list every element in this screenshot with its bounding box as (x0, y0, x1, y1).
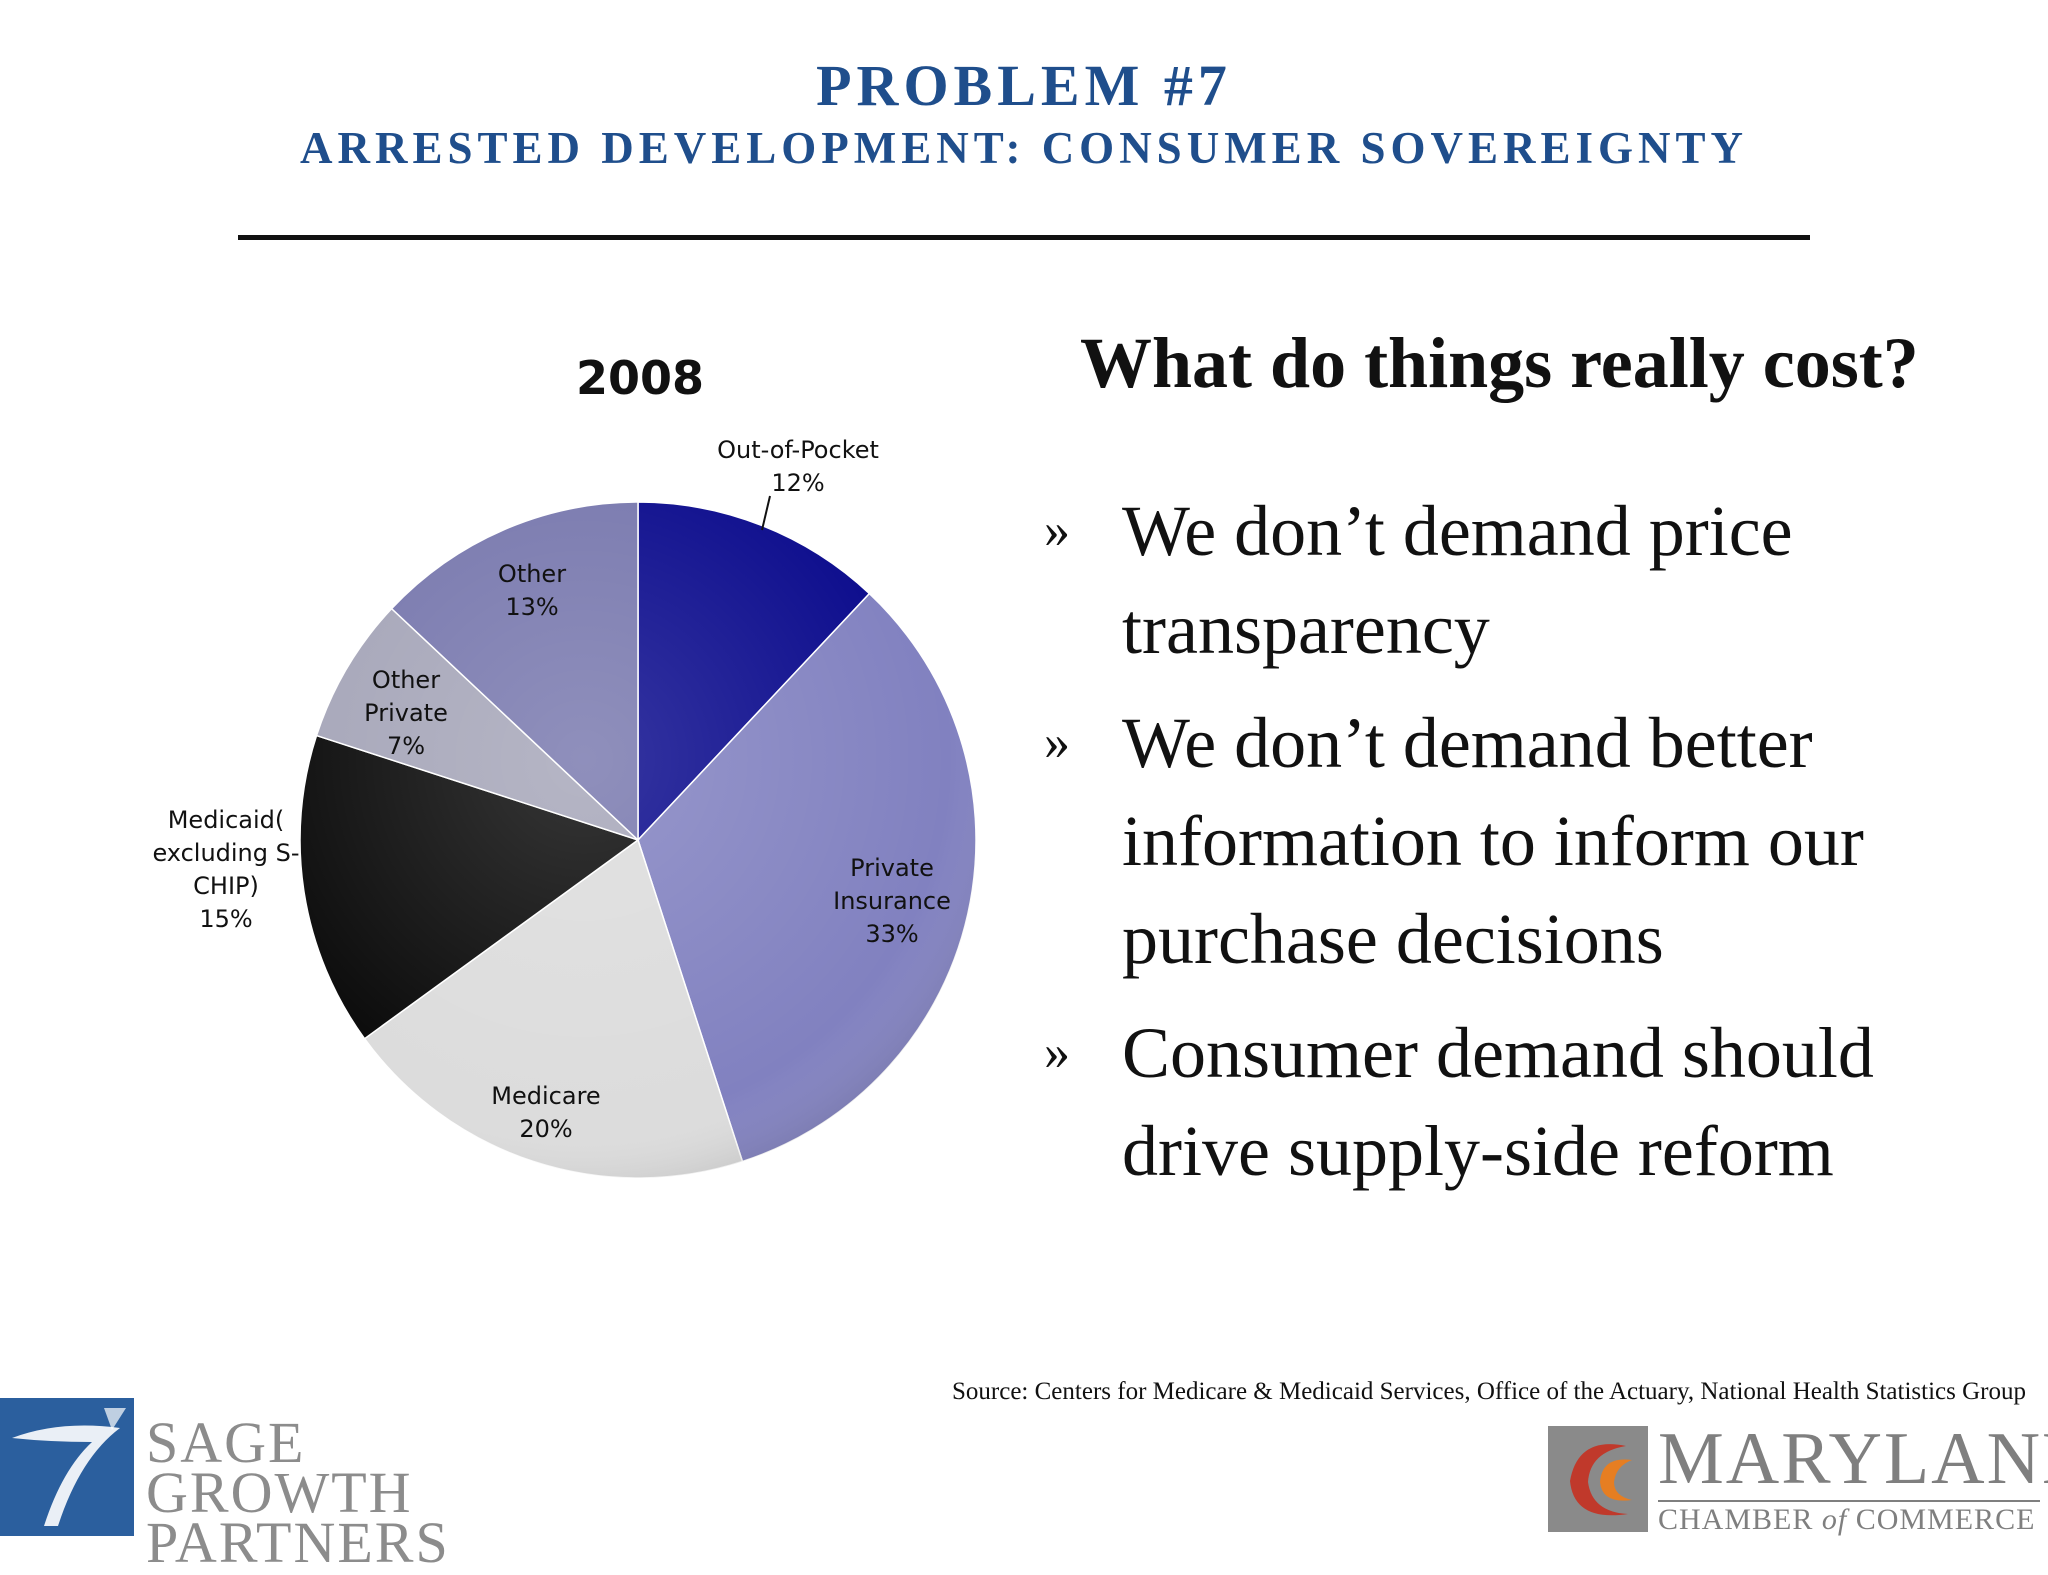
chart-title: 2008 (576, 351, 704, 405)
question-heading: What do things really cost? (1080, 323, 1919, 403)
maryland-chamber-logo: MARYLAND CHAMBER of COMMERCE (1548, 1422, 2048, 1536)
pie-label-other: Other 13% (498, 560, 566, 621)
sage-growth-partners-logo: SAGE GROWTH PARTNERS (0, 1398, 550, 1572)
bullet-text: Consumer demand should drive supply-side… (1122, 1013, 1874, 1191)
bullet-marker-icon: » (1044, 1024, 1070, 1081)
pie-label-private-insurance: Private Insurance 33% (833, 854, 951, 948)
slide-subtitle: ARRESTED DEVELOPMENT: CONSUMER SOVEREIGN… (299, 123, 1749, 173)
pie-label-medicare: Medicare 20% (491, 1082, 600, 1143)
pie-label-medicaid-excluding-s-chip: Medicaid(excluding S-CHIP) 15% (152, 806, 299, 933)
slide-title: PROBLEM #7 (816, 53, 1232, 118)
bullet-list: » We don’t demand price transparency » W… (1040, 482, 2000, 1216)
pie-label-other-private: Other Private 7% (364, 666, 448, 760)
out-of-pocket-leader-line (761, 495, 771, 531)
bullet-item: » Consumer demand should drive supply-si… (1040, 1004, 2000, 1200)
pie-chart: 2008 Out-of-Pocket 12% Private Insurance 33%… (152, 351, 977, 1179)
chamber-of-commerce-wordmark: CHAMBER of COMMERCE (1658, 1503, 2036, 1536)
pie-label-out-of-pocket: Out-of-Pocket 12% (717, 436, 879, 497)
bullet-text: We don’t demand price transparency (1122, 491, 1793, 669)
sage-growth-mark-icon (0, 1398, 134, 1536)
maryland-logo-divider (1658, 1500, 2040, 1502)
source-note: Source: Centers for Medicare & Medicaid … (952, 1378, 2026, 1405)
bullet-text: We don’t demand better information to in… (1122, 703, 1864, 979)
title-divider (238, 235, 1810, 240)
bullet-item: » We don’t demand better information to … (1040, 694, 2000, 988)
bullet-item: » We don’t demand price transparency (1040, 482, 2000, 678)
bullet-marker-icon: » (1044, 502, 1070, 559)
maryland-wordmark: MARYLAND (1658, 1418, 2048, 1500)
sage-growth-wordmark: SAGE GROWTH PARTNERS (146, 1410, 450, 1575)
maryland-chamber-mark-icon (1548, 1426, 1648, 1532)
bullet-marker-icon: » (1044, 714, 1070, 771)
